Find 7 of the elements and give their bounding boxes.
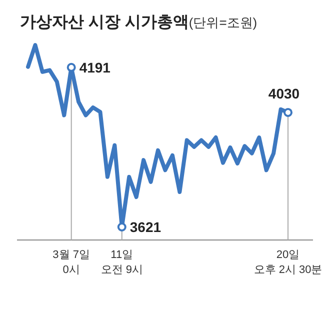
x-tick-label: 11일 오전 9시 [100, 249, 143, 276]
x-tick-label: 3월 7일 0시 [52, 249, 90, 276]
x-tick-label: 20일 오후 2시 30분 [254, 249, 322, 276]
data-label: 3621 [130, 219, 162, 235]
data-label: 4030 [268, 85, 300, 102]
data-label: 4191 [79, 59, 111, 76]
chart-title: 가상자산 시장 시가총액(단위=조원) [20, 14, 258, 31]
